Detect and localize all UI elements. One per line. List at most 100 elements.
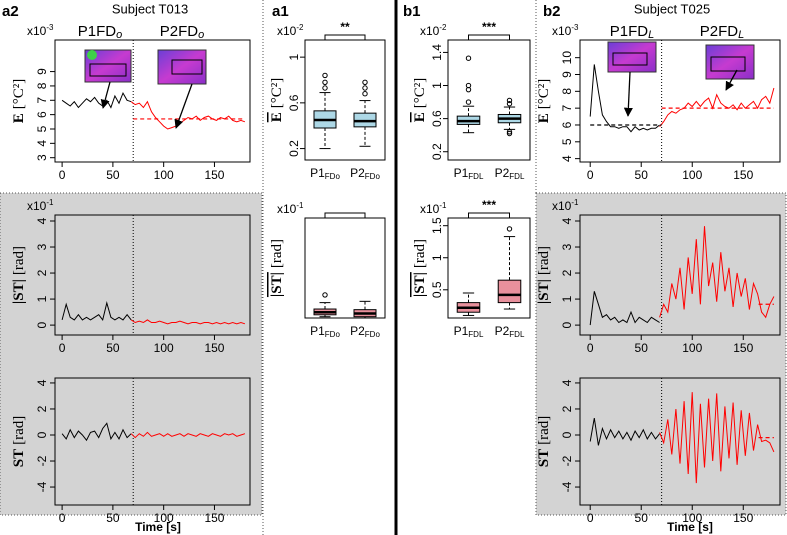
y-tick-label: -4 [35,481,49,492]
y-axis-label: |ST| [rad] [11,246,27,304]
y-tick-label: 0.2 [287,140,301,157]
outlier [506,101,513,107]
category-main: P1 [454,324,469,338]
y-tick-label: 2 [35,269,49,276]
outlier [465,55,472,61]
x-tick-label: 150 [733,168,753,182]
x-tick-label: 150 [204,511,224,525]
panel-label: b1 [403,3,421,20]
x-tick-label: 0 [587,511,594,525]
outlier [322,85,328,91]
category-sub: FDo [325,330,341,339]
multiplier-exp: -3 [571,23,579,32]
category-label: P1FDL [454,324,484,339]
y-tick-label: 1 [430,82,444,89]
x-tick-label: 0 [59,168,66,182]
significance-bracket [324,34,366,40]
outlier [465,82,472,89]
panel-label: a2 [2,3,19,20]
x-axis-label: Time [s] [135,520,181,534]
phase-label-sub: o [198,29,204,41]
multiplier-base: x10 [552,24,572,38]
y-tick-label: 10 [560,51,574,65]
y-tick-label: 6 [560,121,574,128]
data-line [589,64,660,133]
category-main: P1 [310,166,325,180]
y-tick-label: 0.6 [287,94,301,111]
category-sub: FDL [509,330,525,339]
multiplier-exp: -1 [439,201,447,210]
y-tick-label: 9 [560,71,574,78]
outlier [322,72,328,79]
category-sub: FDL [468,330,484,339]
data-line [589,418,660,446]
category-sub: FDo [325,172,341,181]
phase-label-text: P1FD [78,23,117,40]
x-tick-label: 150 [204,341,224,355]
y-tick-label: 5 [35,125,49,132]
x-tick-label: 0 [587,168,594,182]
y-tick-label: 4 [560,217,574,224]
y-axis-unit: [°C²] [536,79,552,110]
phase-label-text: P1FD [610,23,649,40]
multiplier-exp: -1 [571,198,579,207]
x-tick-label: 50 [635,341,649,355]
x-tick-label: 0 [59,341,66,355]
y-axis-unit: [rad] [412,239,428,268]
y-tick-label: 0.2 [430,143,444,160]
box [497,279,522,304]
y-tick-label: 1 [430,254,444,261]
multiplier-base: x10 [27,199,47,213]
category-main: P2 [495,324,510,338]
category-label: P2FDL [495,324,525,339]
y-tick-label: 8 [560,88,574,95]
axis-multiplier: x10-2 [420,23,447,38]
y-tick-label: 9 [35,68,49,75]
y-axis-symbol: E [536,113,552,123]
y-tick-label: 4 [35,217,49,224]
y-tick-label: 4 [35,379,49,386]
plot-frame [304,39,386,161]
outlier [506,97,513,104]
y-tick-label: -2 [35,455,49,466]
data-line [130,100,246,130]
y-tick-label: 1 [35,295,49,302]
y-axis-label: E [°C²] [536,79,552,124]
category-label: P2FDL [495,166,525,181]
multiplier-exp: -1 [46,198,54,207]
x-tick-label: 0 [587,341,594,355]
phase-label: P2FDo [160,23,204,41]
x-tick-label: 100 [682,341,702,355]
category-main: P2 [350,166,365,180]
multiplier-base: x10 [277,24,297,38]
y-tick-label: 3 [35,154,49,161]
phase-label: P1FDo [78,23,122,41]
axis-multiplier: x10-2 [277,23,304,38]
outlier [362,91,368,97]
y-axis-symbol: E [11,113,27,123]
plot-frame [447,39,531,161]
category-label: P1FDL [454,166,484,181]
outlier [322,79,328,85]
category-sub: FDo [365,330,381,339]
category-label: P2FDo [350,166,380,181]
y-tick-label: 4 [560,155,574,162]
category-sub: FDo [365,172,381,181]
category-main: P1 [310,324,325,338]
significance: *** [482,198,496,212]
multiplier-base: x10 [552,199,572,213]
y-axis-label: E [°C²] [11,79,27,124]
phase-label-text: P2FD [700,23,739,40]
significance: *** [482,20,496,34]
significance-bracket [468,212,510,218]
axis-multiplier: x10-3 [552,23,579,38]
y-tick-label: 0 [35,321,49,328]
data-line [130,431,246,439]
y-tick-label: -2 [560,455,574,466]
outlier [506,130,513,137]
significance-bracket [468,34,510,40]
x-tick-label: 100 [154,511,174,525]
x-tick-label: 50 [106,168,120,182]
